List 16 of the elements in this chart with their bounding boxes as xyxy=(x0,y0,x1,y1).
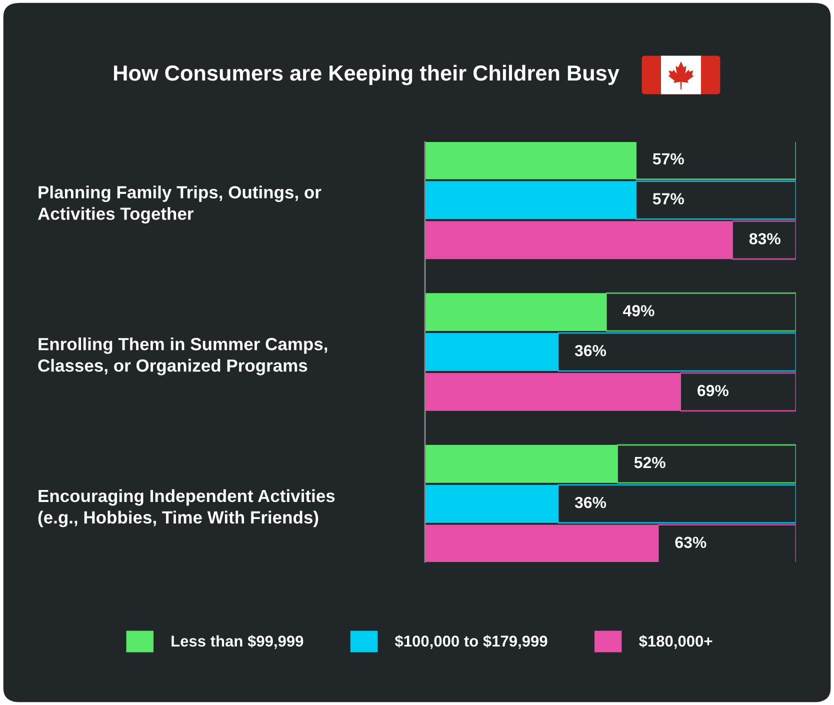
data-label: 63% xyxy=(675,536,706,548)
legend-label: $100,000 to $179,999 xyxy=(394,634,548,649)
y-tick-label: Planning Family Trips, Outings, or Activities Together xyxy=(38,186,322,224)
data-label: 49% xyxy=(622,305,654,316)
data-label: 57% xyxy=(652,193,684,204)
data-label: 36% xyxy=(574,344,606,356)
y-tick-label: Encouraging Independent Activities (e.g., Hobbies, Time With Friends) xyxy=(38,489,335,528)
data-label: 83% xyxy=(749,233,780,244)
y-tick-label: Enrolling Them in Summer Camps, Classes, or Organized Programs xyxy=(38,337,328,376)
chart-title: How Consumers are Keeping their Children Busy xyxy=(114,64,620,86)
data-label: 52% xyxy=(634,456,666,468)
legend-label: $180,000+ xyxy=(639,634,712,649)
data-label: 36% xyxy=(574,496,606,508)
data-label: 57% xyxy=(652,153,684,165)
data-label: 69% xyxy=(698,384,728,396)
legend-label: Less than $99,999 xyxy=(172,634,304,649)
